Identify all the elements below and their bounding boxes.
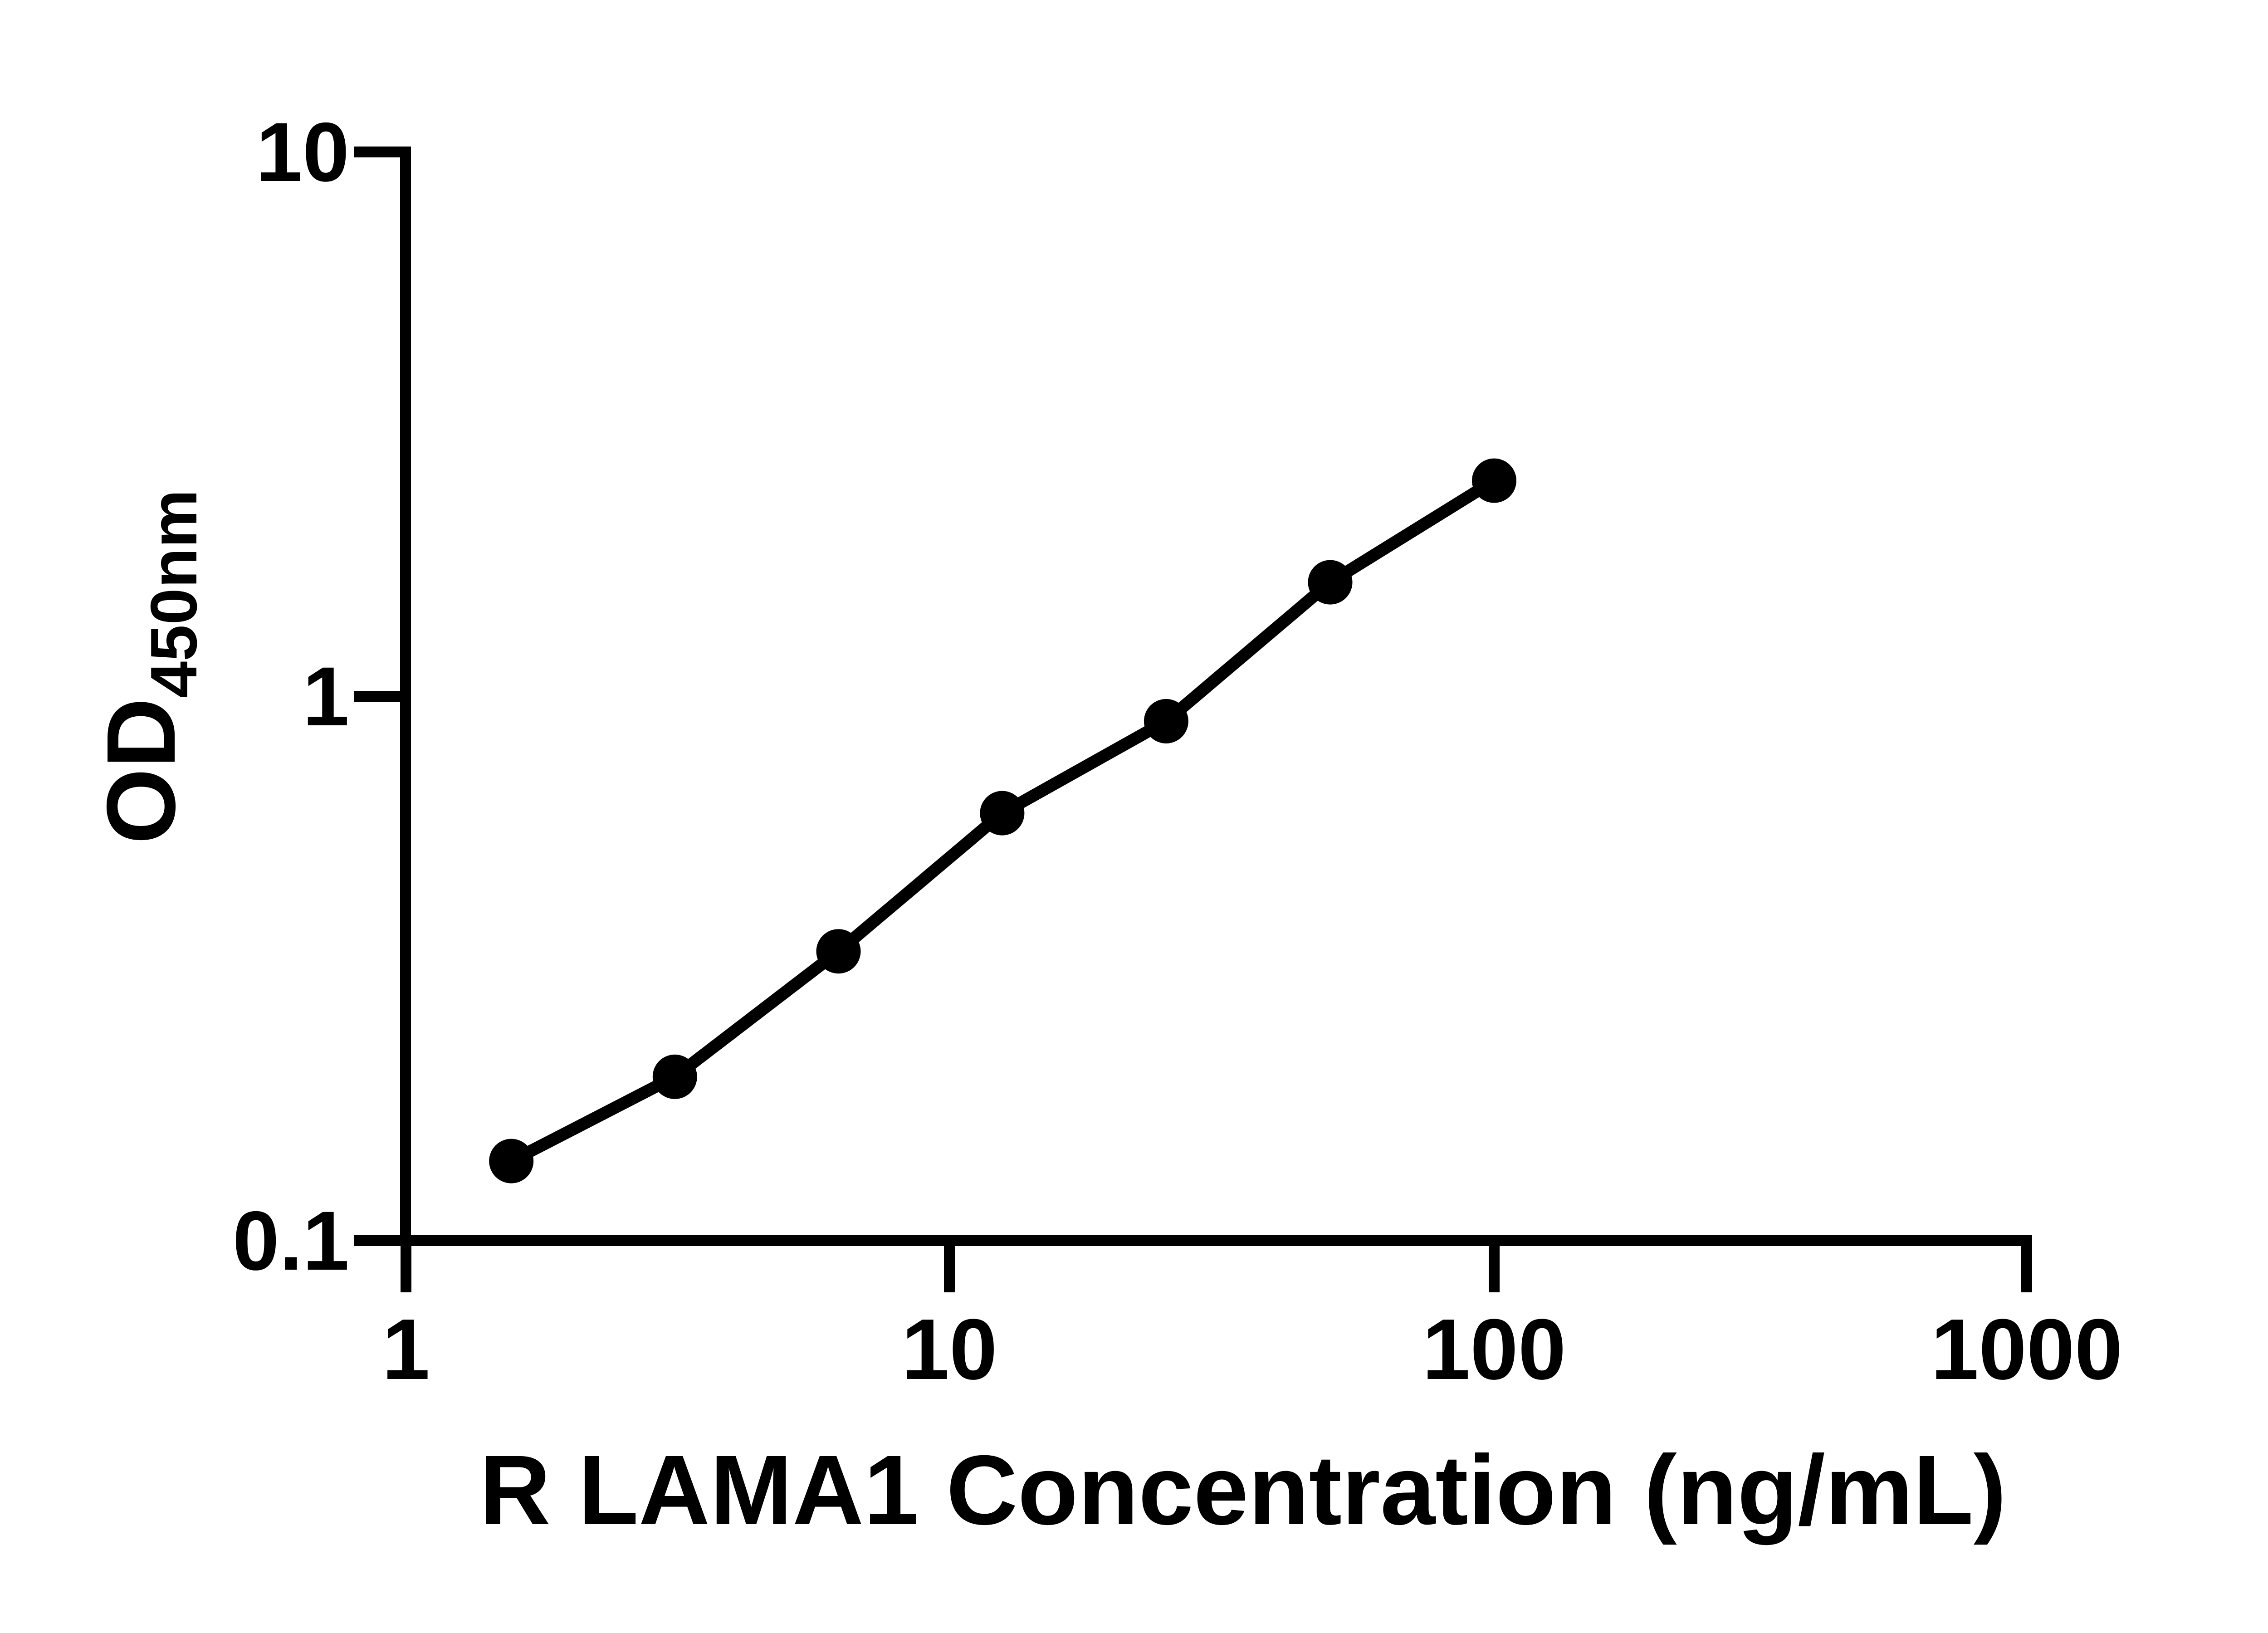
data-series xyxy=(489,458,1516,1183)
y-axis-title: OD450nm xyxy=(86,489,210,844)
y-tick-label: 0.1 xyxy=(233,1194,349,1288)
data-point xyxy=(652,1054,697,1099)
tick-labels: 0.1 1 10 1 10 100 1000 xyxy=(233,106,2123,1398)
data-point xyxy=(1472,458,1516,503)
data-point xyxy=(816,929,861,974)
axes xyxy=(400,147,2032,1246)
y-axis-title-main: OD xyxy=(86,698,196,844)
tick-marks xyxy=(354,147,2032,1292)
data-point xyxy=(1308,560,1353,605)
x-tick-label: 10 xyxy=(901,1301,997,1398)
x-tick-label: 1000 xyxy=(1931,1301,2123,1398)
y-axis-title-subscript: 450nm xyxy=(137,489,210,698)
x-tick-label: 1 xyxy=(382,1301,430,1398)
x-tick-label: 100 xyxy=(1422,1301,1566,1398)
data-point xyxy=(1144,699,1188,743)
x-axis-title: R LAMA1 Concentration (ng/mL) xyxy=(479,1435,2007,1545)
data-point xyxy=(489,1139,534,1183)
data-point xyxy=(980,791,1025,836)
y-tick-label: 1 xyxy=(303,650,349,743)
y-tick-label: 10 xyxy=(256,106,349,199)
